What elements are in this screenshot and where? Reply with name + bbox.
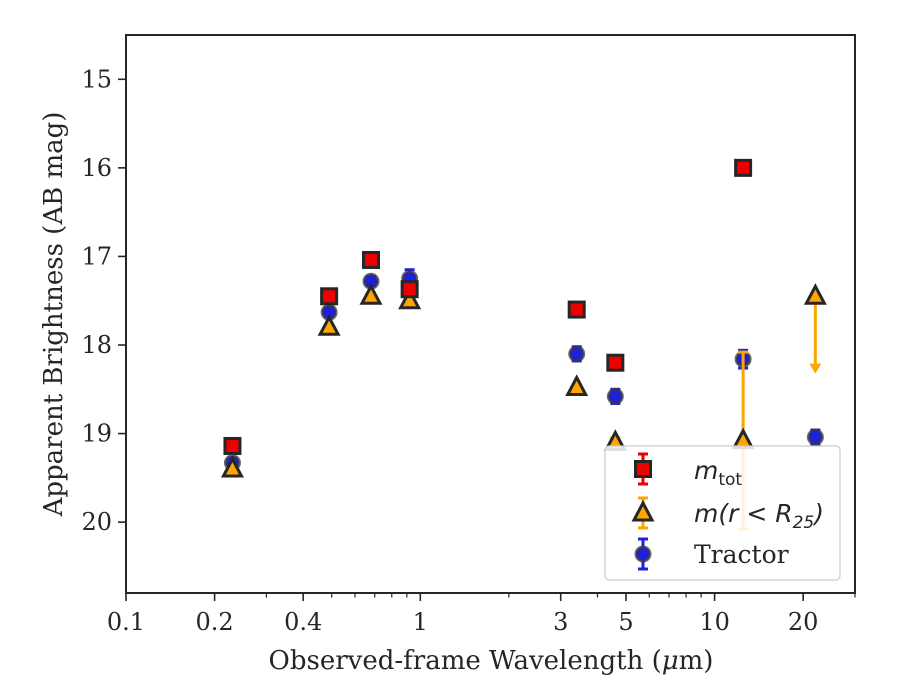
- legend-label-tractor: Tractor: [694, 540, 789, 569]
- data-point-mtot: [734, 158, 753, 177]
- x-tick-label: 20: [788, 608, 819, 636]
- y-tick-label: 17: [81, 242, 112, 270]
- legend-marker-mr25: [631, 499, 655, 522]
- data-point-tractor: [806, 428, 824, 446]
- data-point-mr25: [803, 283, 827, 305]
- data-point-mtot: [606, 353, 625, 372]
- series-tractor: [223, 268, 824, 472]
- x-axis-label: Observed-frame Wavelength (μm): [269, 646, 714, 676]
- x-tick-label: 5: [618, 608, 633, 636]
- y-tick-label: 16: [81, 154, 112, 182]
- x-tick-label: 0.4: [284, 608, 322, 636]
- data-point-mtot: [223, 436, 242, 455]
- data-point-mtot: [362, 250, 381, 269]
- data-point-mr25: [220, 455, 244, 478]
- x-tick-label: 3: [553, 608, 568, 636]
- data-point-tractor: [606, 387, 624, 405]
- data-point-mr25: [565, 374, 589, 397]
- data-point-mr25: [731, 427, 755, 450]
- y-axis-label: Apparent Brightness (AB mag): [39, 112, 69, 518]
- x-tick-label: 1: [413, 608, 428, 636]
- data-point-mr25: [398, 287, 422, 310]
- data-point-tractor: [568, 345, 586, 363]
- x-tick-label: 0.2: [196, 608, 234, 636]
- legend-symbol-tractor: [634, 537, 652, 571]
- data-points: [220, 158, 827, 531]
- y-tick-label: 18: [81, 331, 112, 359]
- data-point-mtot: [567, 300, 586, 319]
- x-tick-label: 0.1: [107, 608, 145, 636]
- x-tick-label: 10: [699, 608, 730, 636]
- legend-symbol-mr25: [631, 496, 655, 530]
- legend-label-mtot: mtot: [694, 456, 742, 490]
- plot-frame: [125, 34, 856, 594]
- legend-marker-mtot: [634, 460, 652, 478]
- upper-limit-arrowhead: [809, 363, 822, 374]
- series-mr25: [220, 283, 827, 531]
- y-tick-label: 20: [81, 508, 112, 536]
- data-point-mtot: [400, 280, 419, 299]
- y-tick-label: 15: [81, 65, 112, 93]
- data-point-mr25: [317, 314, 341, 336]
- legend-symbol-mtot: [634, 452, 652, 486]
- legend-box: [604, 445, 841, 581]
- legend-marker-tractor: [634, 545, 652, 563]
- axes: 0.1 0.2 0.4 1 3 5 10 20 15 16 17 18 19 20: [81, 34, 856, 636]
- y-tick-label: 19: [81, 420, 112, 448]
- series-mtot: [223, 158, 753, 455]
- data-point-mtot: [320, 287, 339, 306]
- legend-label-mr25: m(r < R25): [694, 499, 824, 533]
- data-point-mr25: [359, 283, 383, 305]
- legend: mtot m(r < R25) Tractor: [604, 445, 841, 581]
